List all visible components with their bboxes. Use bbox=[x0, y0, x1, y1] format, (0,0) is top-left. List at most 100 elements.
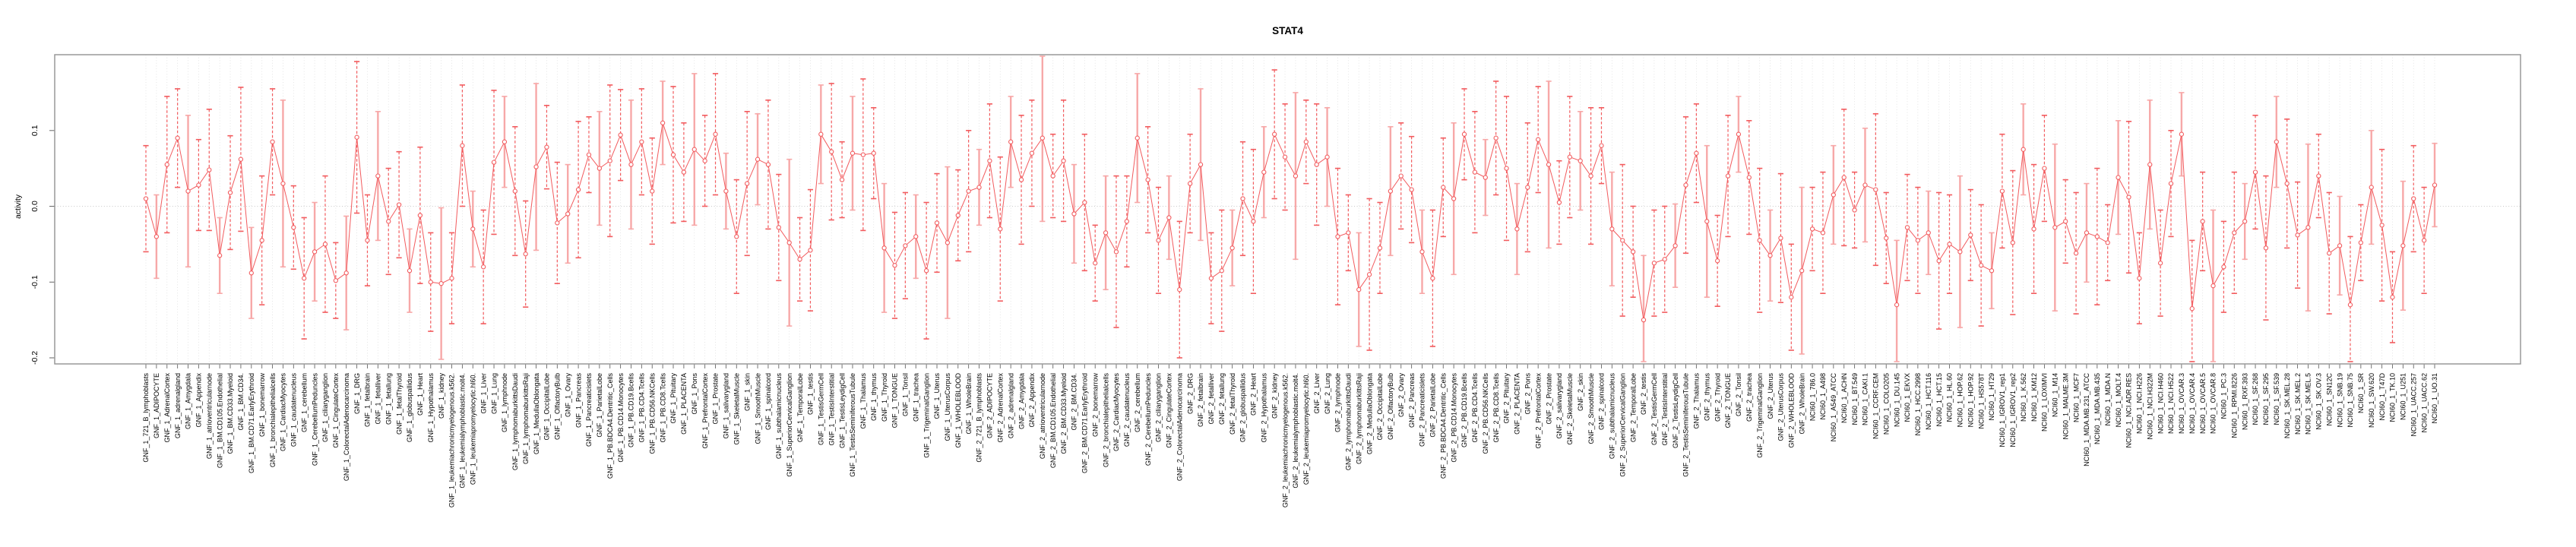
y-tick-label: -0.1 bbox=[30, 275, 40, 289]
x-tick-label: GNF_2_subthalamicnucleus bbox=[1609, 373, 1616, 460]
x-tick-label: NCI60_1_OVCAR.5 bbox=[2199, 373, 2207, 434]
x-tick-label: GNF_1_bronchialepithelialcells bbox=[269, 373, 277, 468]
data-point-marker bbox=[491, 160, 497, 165]
x-tick-label: NCI60_1_SNB.75 bbox=[2347, 373, 2354, 428]
x-tick-label: NCI60_1_PC.3 bbox=[2220, 373, 2228, 419]
data-point-marker bbox=[1135, 135, 1140, 141]
data-point-marker bbox=[1346, 230, 1351, 236]
data-point-marker bbox=[2305, 225, 2311, 230]
data-point-marker bbox=[1926, 230, 1931, 236]
data-point-marker bbox=[1324, 154, 1330, 160]
data-point-marker bbox=[1620, 238, 1625, 243]
x-tick-label: NCI60_1_NCI.H460 bbox=[2157, 373, 2164, 434]
data-point-marker bbox=[829, 149, 834, 154]
x-tick-label: NCI60_1_SN12C bbox=[2325, 373, 2333, 426]
data-point-marker bbox=[2327, 251, 2332, 256]
x-tick-label: GNF_2_ADIPOCYTE bbox=[986, 373, 994, 438]
data-point-marker bbox=[1061, 158, 1066, 163]
x-tick-label: GNF_2_lymphomaburkittsDaudi bbox=[1345, 373, 1353, 470]
data-point-marker bbox=[818, 131, 824, 137]
data-point-marker bbox=[259, 238, 264, 243]
data-point-marker bbox=[1567, 154, 1572, 160]
x-tick-label: GNF_1_TestisGermCell bbox=[818, 373, 825, 445]
data-point-marker bbox=[1124, 219, 1130, 224]
data-point-marker bbox=[2421, 238, 2427, 243]
data-point-marker bbox=[512, 188, 517, 194]
data-point-marker bbox=[1757, 238, 1762, 243]
data-point-marker bbox=[1483, 175, 1488, 180]
x-tick-label: NCI60_1_UACC.257 bbox=[2410, 373, 2417, 437]
data-point-marker bbox=[555, 220, 560, 226]
data-point-marker bbox=[1419, 249, 1425, 255]
x-tick-label: NCI60_1_TK.10 bbox=[2389, 373, 2397, 422]
x-tick-label: NCI60_1_HS578T bbox=[1977, 373, 1985, 429]
data-point-marker bbox=[755, 157, 761, 162]
x-tick-label: GNF_2_TestisLeydigCell bbox=[1672, 373, 1679, 448]
x-tick-label: GNF_1_Hypothalamus bbox=[427, 373, 435, 443]
x-tick-label: GNF_1_trachea bbox=[912, 373, 919, 422]
data-point-marker bbox=[481, 264, 486, 270]
data-point-marker bbox=[2116, 175, 2121, 180]
data-point-marker bbox=[460, 143, 465, 148]
x-tick-label: GNF_2_TONGUE bbox=[1724, 373, 1732, 428]
x-tick-label: GNF_1_TestisInterstitial bbox=[828, 373, 835, 446]
x-tick-label: NCI60_1_BT.549 bbox=[1851, 373, 1859, 425]
x-tick-label: GNF_1_PB.CD14.Monocytes bbox=[617, 373, 625, 463]
x-tick-label: GNF_2_salivarygland bbox=[1555, 373, 1563, 439]
data-point-marker bbox=[850, 150, 856, 156]
data-point-marker bbox=[1673, 243, 1678, 248]
x-tick-label: NCI60_1_EKVX bbox=[1904, 373, 1911, 422]
x-tick-label: GNF_1_Uterus bbox=[933, 373, 941, 419]
data-point-marker bbox=[565, 211, 571, 217]
x-tick-label: NCI60_1_KM12 bbox=[2030, 373, 2038, 422]
data-point-marker bbox=[2274, 139, 2279, 144]
data-point-marker bbox=[143, 196, 149, 201]
data-point-marker bbox=[1461, 131, 1467, 137]
data-point-marker bbox=[1957, 249, 1963, 255]
data-point-marker bbox=[270, 139, 275, 144]
x-tick-label: GNF_2_Liver bbox=[1313, 373, 1321, 414]
x-tick-label: GNF_2_leukemialymphoblastic.molt4. bbox=[1292, 373, 1299, 489]
x-tick-label: GNF_1_thymus bbox=[870, 373, 878, 422]
x-tick-label: GNF_1_TestisSeminiferousTubule bbox=[849, 373, 856, 477]
data-point-marker bbox=[1894, 302, 1900, 308]
x-tick-label: GNF_2_ParietalLobe bbox=[1429, 373, 1437, 438]
data-point-marker bbox=[1082, 200, 1087, 205]
data-point-marker bbox=[2232, 230, 2237, 236]
data-point-marker bbox=[871, 150, 876, 156]
x-tick-label: GNF_2_Hypothalamus bbox=[1261, 373, 1268, 443]
data-point-marker bbox=[1989, 268, 1995, 274]
data-point-marker bbox=[881, 245, 887, 251]
data-point-marker bbox=[713, 131, 718, 137]
data-point-marker bbox=[386, 219, 391, 224]
x-tick-label: NCI60_1_SF.268 bbox=[2252, 373, 2259, 425]
x-tick-label: GNF_1_Pons bbox=[691, 373, 698, 415]
x-tick-label: GNF_2_globuspallidus bbox=[1239, 373, 1247, 443]
data-point-marker bbox=[280, 181, 286, 186]
x-tick-label: GNF_2_fetalThyroid bbox=[1229, 373, 1236, 435]
data-point-marker bbox=[1093, 261, 1098, 266]
x-tick-label: NCI60_1_NCI.H322M bbox=[2146, 373, 2154, 440]
data-point-marker bbox=[1799, 268, 1805, 274]
x-tick-label: NCI60_1_SK.MEL.2 bbox=[2294, 373, 2302, 435]
data-point-marker bbox=[1536, 137, 1541, 142]
x-tick-label: GNF_1_BM.CD33.Myeloid bbox=[226, 373, 234, 454]
x-tick-label: GNF_2_BM.CD34. bbox=[1071, 373, 1078, 431]
data-point-marker bbox=[797, 257, 802, 262]
x-tick-label: GNF_1_AdrenalCortex bbox=[163, 373, 171, 443]
x-tick-label: NCI60_1_HCC.2998 bbox=[1914, 373, 1922, 436]
data-point-marker bbox=[1008, 139, 1014, 144]
data-point-marker bbox=[1103, 230, 1109, 236]
x-tick-label: GNF_1_salivarygland bbox=[723, 373, 730, 439]
data-point-marker bbox=[2147, 162, 2153, 167]
data-point-marker bbox=[302, 276, 307, 281]
x-tick-label: NCI60_1_MDA.N bbox=[2104, 373, 2112, 426]
x-tick-label: GNF_2_lymphnode bbox=[1334, 373, 1342, 432]
data-point-marker bbox=[343, 270, 349, 276]
x-tick-label: GNF_1_caudatenucleus bbox=[290, 373, 298, 447]
x-tick-label: GNF_1_skin bbox=[743, 373, 751, 411]
x-tick-label: NCI60_1_RPMI.8226 bbox=[2230, 373, 2238, 438]
data-point-marker bbox=[1040, 135, 1045, 141]
x-tick-label: GNF_1_TONGUE bbox=[891, 373, 899, 428]
x-tick-label: NCI60_1_MALME.3M bbox=[2062, 373, 2069, 440]
